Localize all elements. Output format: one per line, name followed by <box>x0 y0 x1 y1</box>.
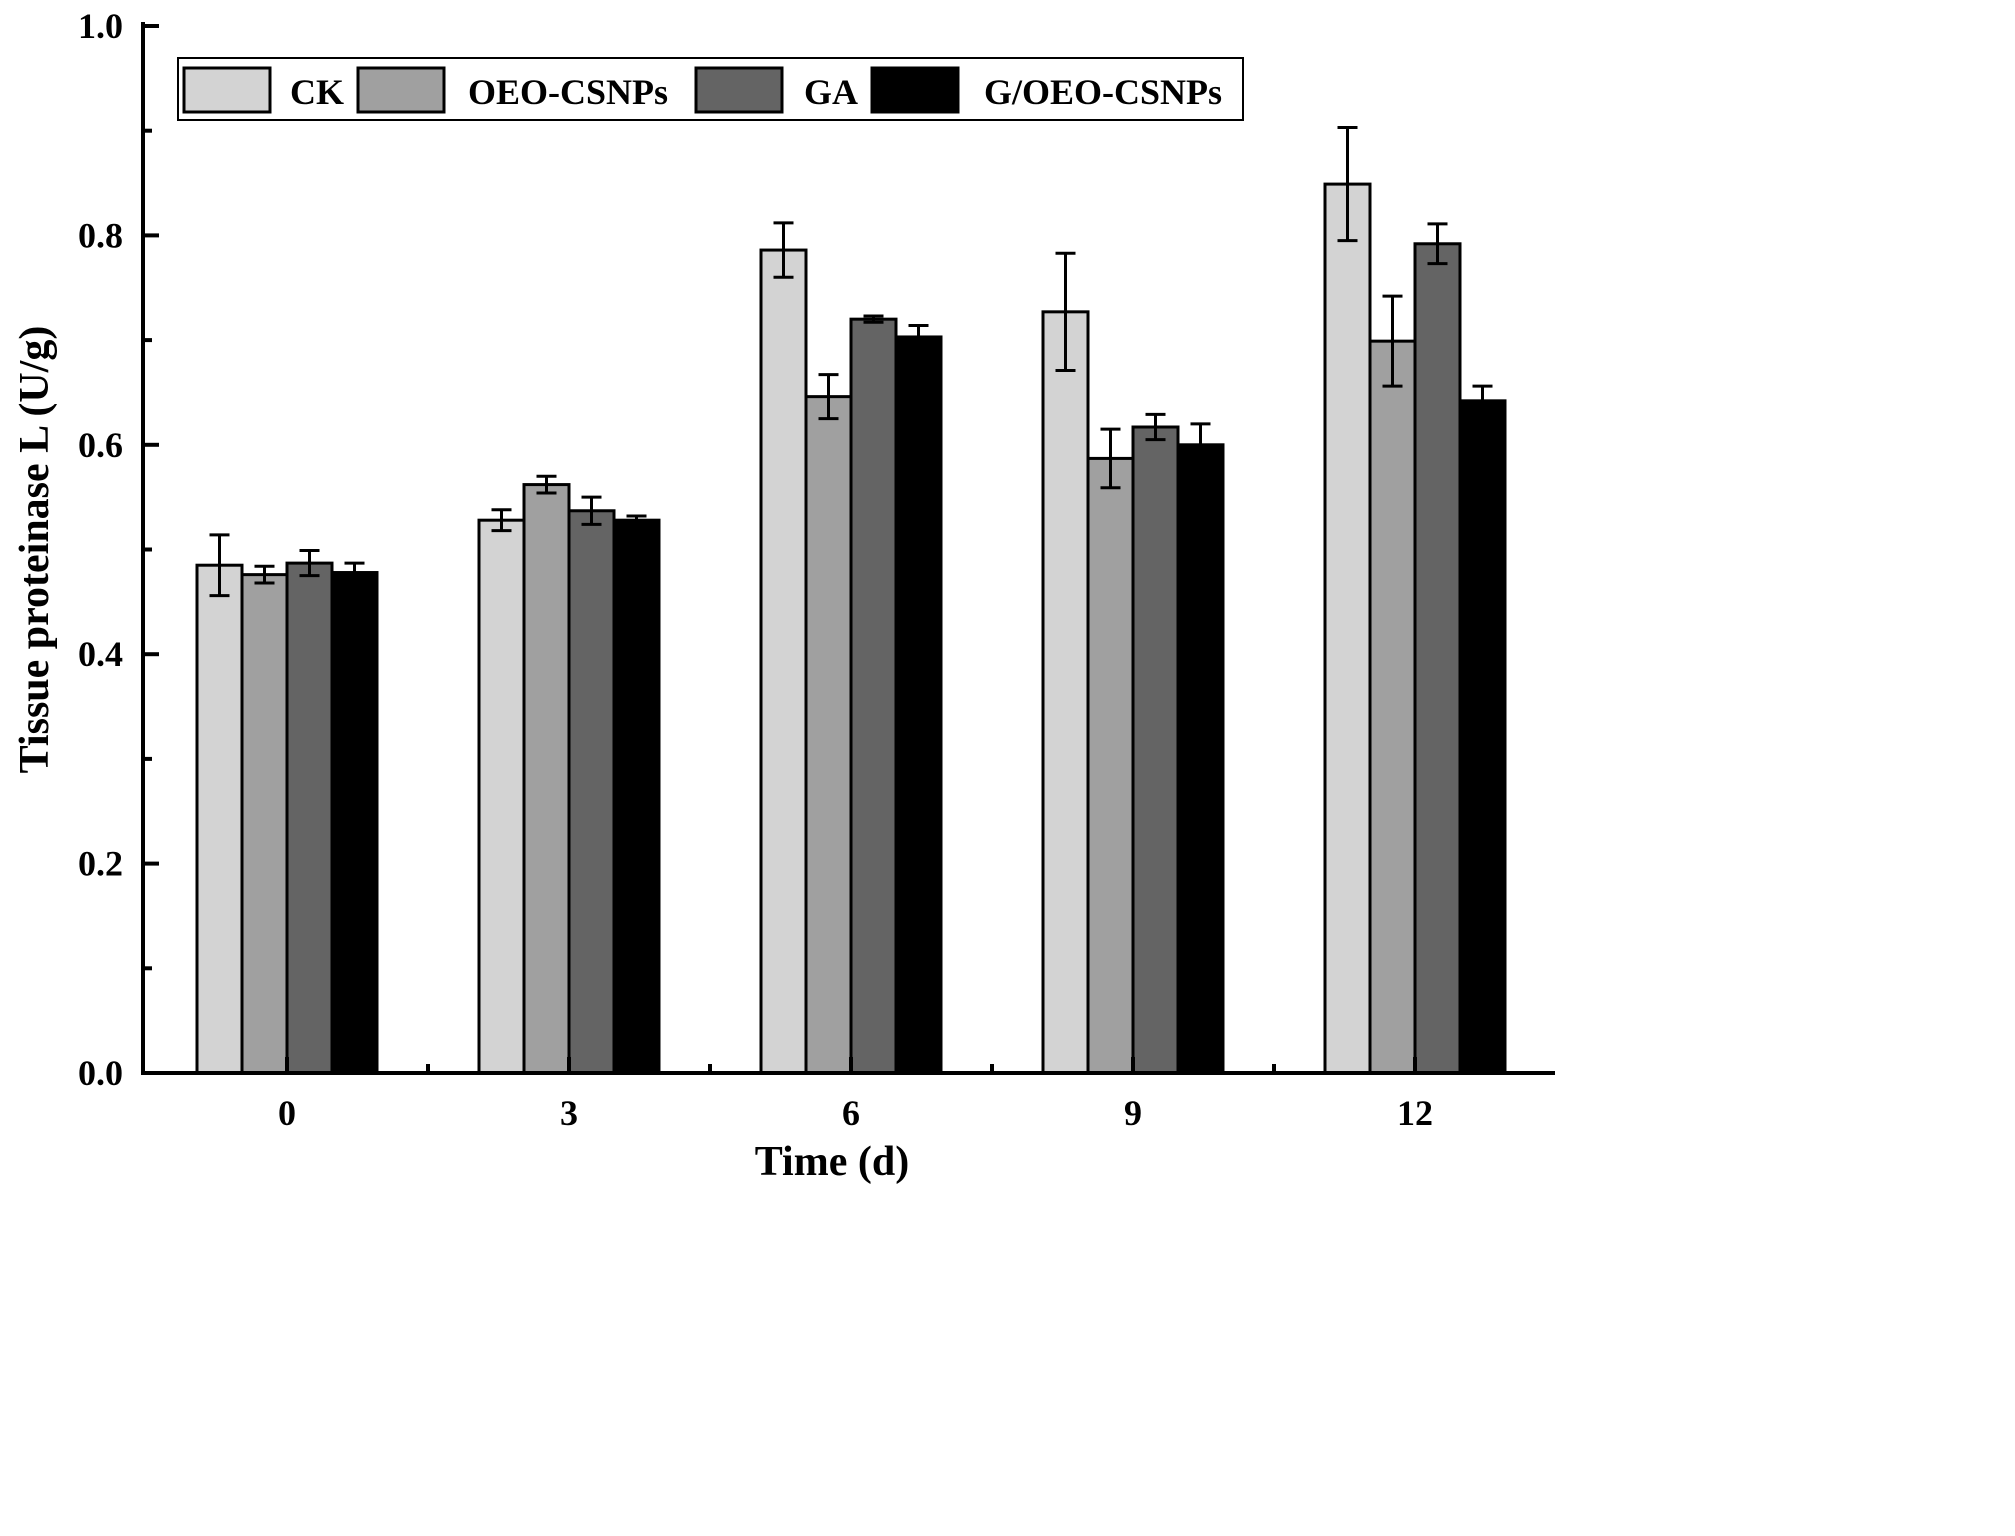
chart-container: 0.0 0.2 0.4 0.6 0.8 1.0 0 3 6 9 12 Time (d) Tissu… <box>12 6 1555 1185</box>
x-tick-label: 3 <box>560 1093 578 1133</box>
legend-label: GA <box>804 72 858 112</box>
bars-layer <box>195 126 1507 1075</box>
bar-oeo-csnps <box>240 573 289 1075</box>
error-bar <box>254 564 275 585</box>
bar-ck <box>477 518 526 1075</box>
error-bar <box>491 508 512 533</box>
error-bar <box>1100 427 1121 490</box>
error-bar <box>581 495 602 526</box>
x-ticks: 0 3 6 9 12 <box>278 1057 1433 1133</box>
y-tick-label: 0.0 <box>78 1053 123 1093</box>
legend-label: G/OEO-CSNPs <box>984 72 1222 112</box>
bar-g-oeo-csnps <box>1176 443 1225 1075</box>
legend: CK OEO-CSNPs GA G/OEO-CSNPs <box>177 57 1244 121</box>
legend-label: OEO-CSNPs <box>468 72 668 112</box>
x-tick-label: 6 <box>842 1093 860 1133</box>
error-bar <box>299 549 320 578</box>
x-axis-title: Time (d) <box>755 1139 909 1185</box>
error-bar <box>908 323 929 350</box>
legend-swatch <box>870 66 960 114</box>
y-tick-label: 0.8 <box>78 215 123 255</box>
legend-swatch <box>182 66 272 114</box>
bar-ck <box>759 248 808 1075</box>
bar-ck <box>1041 310 1090 1075</box>
y-tick-label: 0.6 <box>78 425 123 465</box>
y-axis-title: Tissue proteinase L (U/g) <box>12 326 58 774</box>
legend-label: CK <box>290 72 344 112</box>
y-tick-label: 1.0 <box>78 6 123 46</box>
error-bar <box>209 533 230 598</box>
error-bar <box>1427 222 1448 266</box>
legend-swatch <box>694 66 784 114</box>
bar-ck <box>195 563 244 1075</box>
error-bar <box>1472 384 1493 417</box>
bar-g-oeo-csnps <box>1458 399 1507 1075</box>
error-bar <box>536 474 557 495</box>
bar-ga <box>285 561 334 1075</box>
x-tick-label: 0 <box>278 1093 296 1133</box>
y-ticks: 0.0 0.2 0.4 0.6 0.8 1.0 <box>78 6 159 1093</box>
bar-oeo-csnps <box>804 395 853 1075</box>
bar-oeo-csnps <box>522 483 571 1075</box>
legend-swatch <box>356 66 446 114</box>
error-bar <box>1055 251 1076 372</box>
bar-ga <box>1413 242 1462 1075</box>
error-bar <box>863 314 884 324</box>
bar-ga <box>849 317 898 1075</box>
bar-chart: 0.0 0.2 0.4 0.6 0.8 1.0 0 3 6 9 12 Time (d) Tissu… <box>12 6 1555 1185</box>
error-bar <box>1337 126 1358 243</box>
bar-ck <box>1323 182 1372 1075</box>
x-tick-label: 12 <box>1397 1093 1433 1133</box>
x-tick-label: 9 <box>1124 1093 1142 1133</box>
bar-g-oeo-csnps <box>330 571 379 1075</box>
error-bar <box>344 561 365 584</box>
bar-ga <box>567 509 616 1075</box>
error-bar <box>626 514 647 526</box>
error-bar <box>818 373 839 421</box>
bar-oeo-csnps <box>1368 339 1417 1075</box>
bar-g-oeo-csnps <box>894 335 943 1075</box>
error-bar <box>773 221 794 279</box>
y-tick-label: 0.4 <box>78 634 123 674</box>
error-bar <box>1145 412 1166 442</box>
bar-oeo-csnps <box>1086 456 1135 1075</box>
error-bar <box>1382 294 1403 388</box>
bar-g-oeo-csnps <box>612 518 661 1075</box>
y-tick-label: 0.2 <box>78 844 123 884</box>
bar-ga <box>1131 425 1180 1075</box>
error-bar <box>1190 422 1211 468</box>
